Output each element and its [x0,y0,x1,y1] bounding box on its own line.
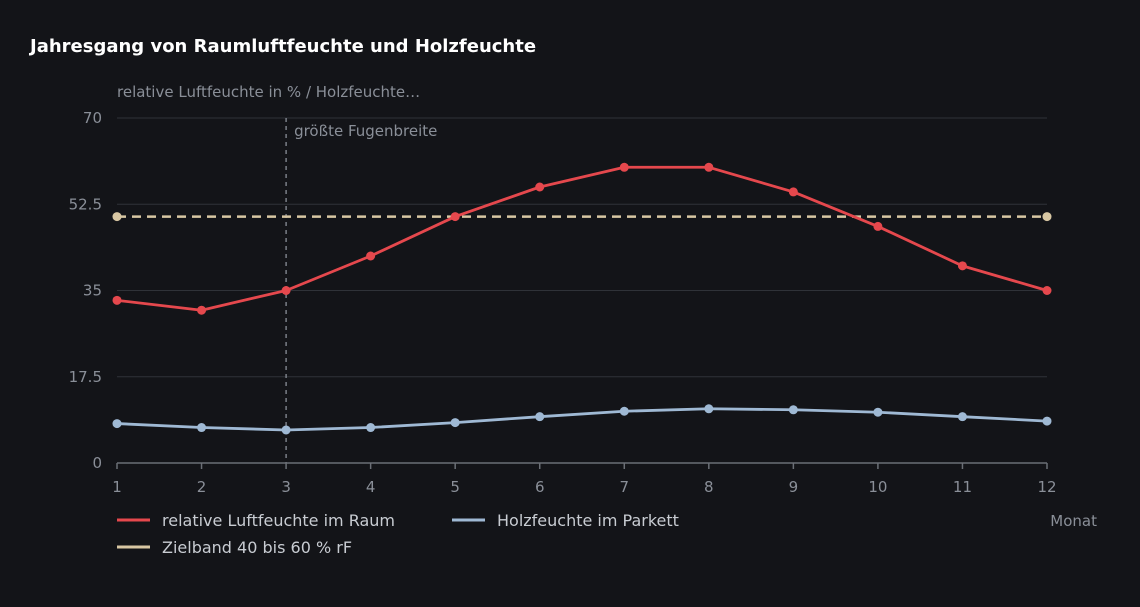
data-point [619,406,629,416]
data-point [788,187,798,197]
series-2 [112,212,1052,222]
data-point [535,182,545,192]
data-point [366,423,376,433]
x-tick-label: 6 [535,478,545,496]
data-point [112,212,122,222]
x-tick-label: 8 [704,478,714,496]
legend: relative Luftfeuchte im Raum Holzfeuchte … [117,511,679,557]
legend-label: relative Luftfeuchte im Raum [162,511,395,530]
data-point [450,418,460,428]
data-point [535,412,545,422]
x-tick-label: 1 [112,478,122,496]
series-1 [112,404,1052,435]
legend-item: relative Luftfeuchte im Raum [117,511,395,530]
data-point [873,407,883,417]
y-tick-label: 0 [92,454,102,472]
y-tick-label: 70 [83,109,102,127]
data-point [197,305,207,315]
data-point [957,412,967,422]
data-point [619,162,629,172]
x-tick-label: 9 [789,478,799,496]
x-tick-label: 2 [197,478,207,496]
data-point [704,404,714,414]
x-tick-label: 11 [953,478,972,496]
gridlines [117,117,1047,378]
annotations: größte Fugenbreite [285,118,437,463]
data-point [197,423,207,433]
data-point [957,261,967,271]
data-point [1042,416,1052,426]
y-axis-label: relative Luftfeuchte in % / Holzfeuchte… [117,83,420,101]
y-tick-label: 35 [83,282,102,300]
data-point [112,419,122,429]
x-tick-label: 10 [868,478,887,496]
legend-label: Zielband 40 bis 60 % rF [162,538,352,557]
legend-item: Holzfeuchte im Parkett [452,511,679,530]
data-point [1042,286,1052,295]
x-tick-label: 5 [450,478,460,496]
data-point [873,221,883,231]
y-tick-label: 17.5 [69,368,102,386]
series-0 [112,162,1052,315]
annotation-label: größte Fugenbreite [294,122,437,140]
data-point [788,405,798,415]
x-tick-label: 3 [281,478,291,496]
data-point [281,286,291,295]
series-lines [112,162,1052,435]
data-point [112,295,122,305]
data-point [366,251,376,261]
legend-label: Holzfeuchte im Parkett [497,511,679,530]
legend-item: Zielband 40 bis 60 % rF [117,538,352,557]
series-line [116,165,1048,312]
data-point [281,425,291,435]
series-line [116,407,1048,432]
x-axis-label: Monat [1050,512,1097,530]
x-tick-label: 7 [619,478,629,496]
x-tick-label: 4 [366,478,376,496]
y-tick-label: 52.5 [69,195,102,213]
data-point [450,212,460,222]
data-point [704,162,714,172]
x-tick-label: 12 [1037,478,1056,496]
chart-title: Jahresgang von Raumluftfeuchte und Holzf… [28,36,536,57]
data-point [1042,212,1052,222]
